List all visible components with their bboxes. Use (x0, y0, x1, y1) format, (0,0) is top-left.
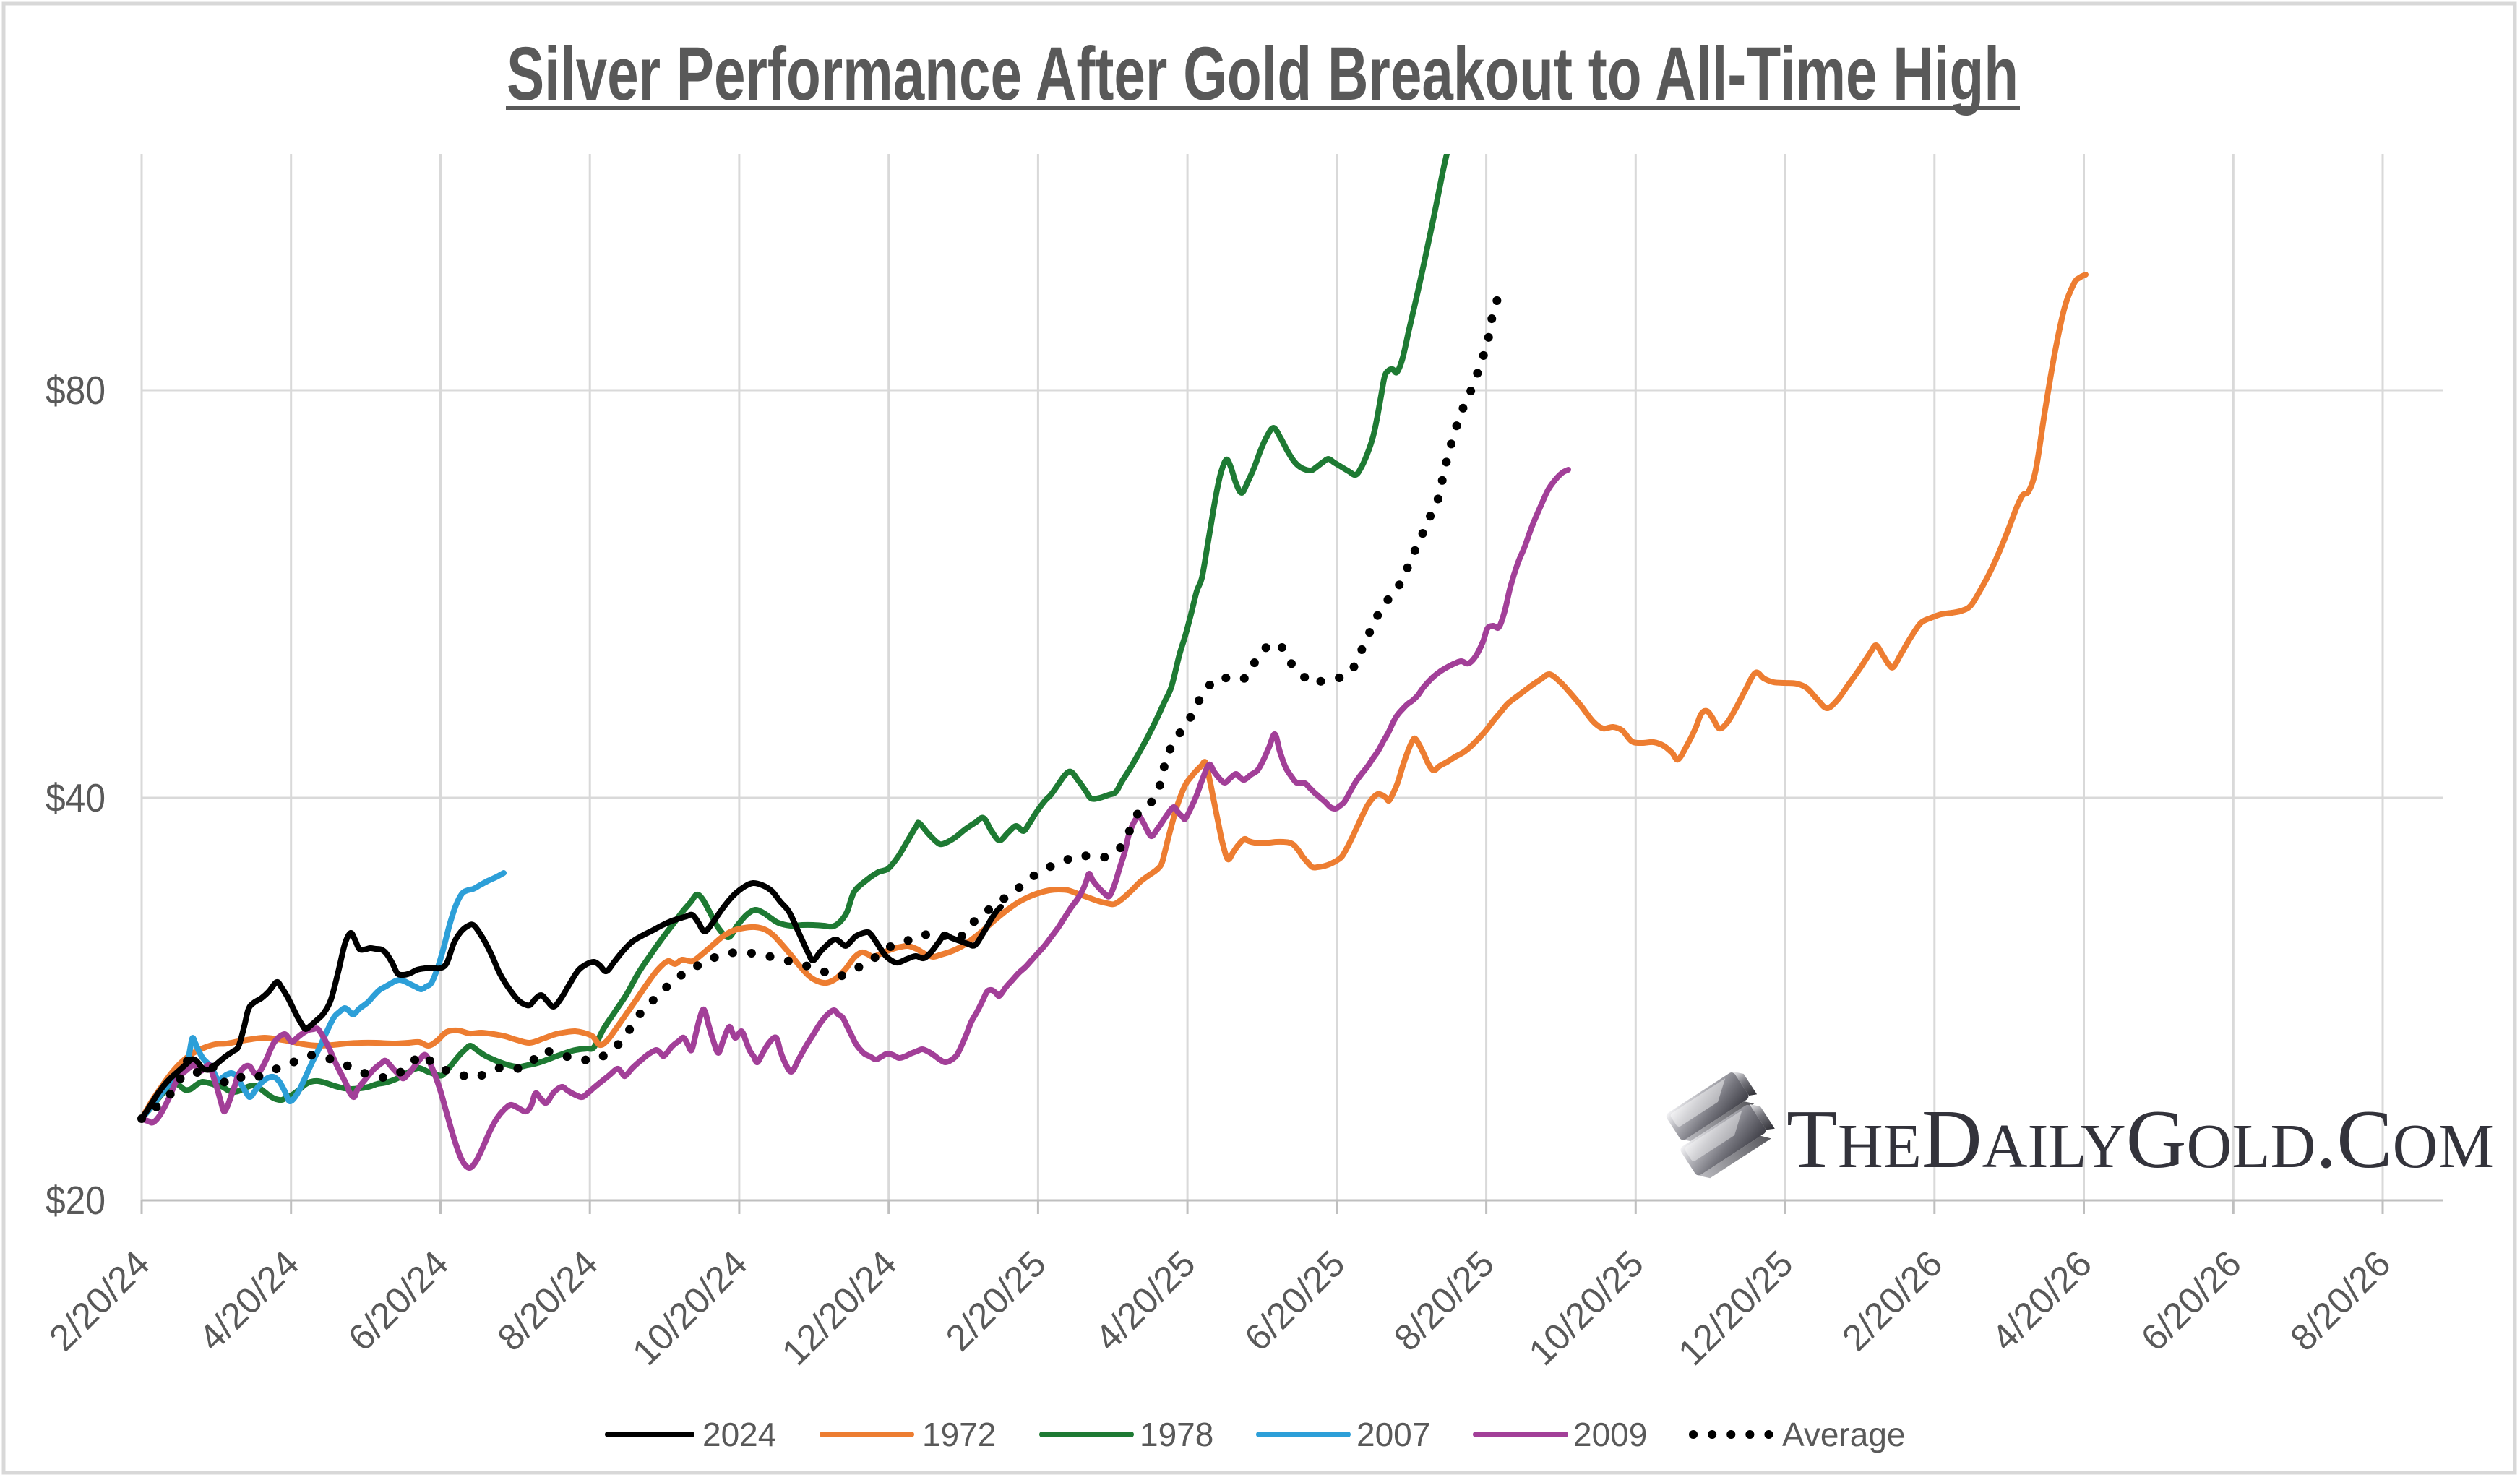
svg-text:2007: 2007 (1356, 1416, 1430, 1453)
svg-text:$80: $80 (46, 368, 106, 413)
svg-text:2009: 2009 (1573, 1416, 1647, 1453)
svg-text:1972: 1972 (922, 1416, 996, 1453)
svg-text:Silver Performance After Gold: Silver Performance After Gold Breakout t… (507, 32, 2018, 116)
svg-text:1978: 1978 (1140, 1416, 1213, 1453)
svg-text:$40: $40 (46, 775, 106, 820)
svg-text:Average: Average (1782, 1416, 1906, 1453)
svg-text:$20: $20 (46, 1178, 106, 1223)
svg-text:THEDAILYGOLD.COM: THEDAILYGOLD.COM (1786, 1093, 2494, 1186)
svg-text:2024: 2024 (702, 1416, 776, 1453)
